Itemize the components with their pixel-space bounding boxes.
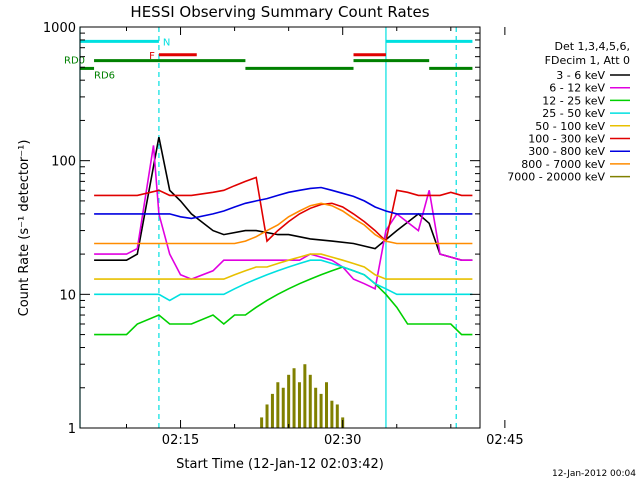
flag-label-rd6: RD6 bbox=[94, 70, 115, 81]
legend-entry: 7000 - 20000 keV bbox=[507, 171, 605, 184]
legend-entry: 50 - 100 keV bbox=[535, 120, 605, 133]
legend-entry: 100 - 300 keV bbox=[528, 133, 605, 146]
plot-frame bbox=[79, 26, 481, 429]
legend-entry: 6 - 12 keV bbox=[549, 82, 605, 95]
series-line-0 bbox=[94, 136, 473, 262]
series-line-5 bbox=[94, 176, 473, 243]
legend-entry: 12 - 25 keV bbox=[542, 94, 605, 107]
flag-bars: NF RD0 RD6 bbox=[64, 37, 473, 81]
flag-label-rd0: RD0 bbox=[64, 56, 85, 67]
series-line-7 bbox=[94, 202, 473, 245]
legend-entry: 300 - 800 keV bbox=[528, 145, 605, 158]
x-axis-label: Start Time (12-Jan-12 02:03:42) bbox=[176, 457, 384, 472]
y-tick-label: 1000 bbox=[43, 21, 76, 36]
legend-entry: 800 - 7000 keV bbox=[521, 158, 605, 171]
y-tick-label: 10 bbox=[59, 288, 76, 303]
legend: Det 1,3,4,5,6,FDecim 1, Att 0 3 - 6 keV6 … bbox=[507, 40, 630, 184]
footer-timestamp: 12-Jan-2012 00:04 bbox=[552, 469, 636, 479]
flag-label-n: N bbox=[163, 37, 170, 48]
series-line-1 bbox=[94, 145, 473, 290]
y-tick-label: 1 bbox=[68, 422, 76, 437]
x-tick-label: 02:15 bbox=[162, 433, 199, 448]
legend-header: FDecim 1, Att 0 bbox=[545, 54, 630, 67]
x-tick-label: 02:45 bbox=[486, 433, 523, 448]
series-lines bbox=[94, 136, 473, 428]
series-line-4 bbox=[94, 253, 473, 280]
series-line-3 bbox=[94, 259, 473, 302]
flag-label-f: F bbox=[149, 51, 155, 62]
chart-title: HESSI Observing Summary Count Rates bbox=[130, 3, 429, 21]
series-line-2 bbox=[94, 266, 473, 336]
x-tick-label: 02:30 bbox=[324, 433, 361, 448]
legend-entry: 3 - 6 keV bbox=[556, 69, 605, 82]
y-tick-label: 100 bbox=[51, 155, 76, 170]
legend-header: Det 1,3,4,5,6, bbox=[554, 40, 630, 53]
y-axis-ticks: 1 10 100 1000 bbox=[43, 21, 480, 437]
legend-entry: 25 - 50 keV bbox=[542, 107, 605, 120]
series-line-6 bbox=[94, 186, 473, 220]
y-axis-label: Count Rate (s⁻¹ detector⁻¹) bbox=[17, 140, 32, 317]
